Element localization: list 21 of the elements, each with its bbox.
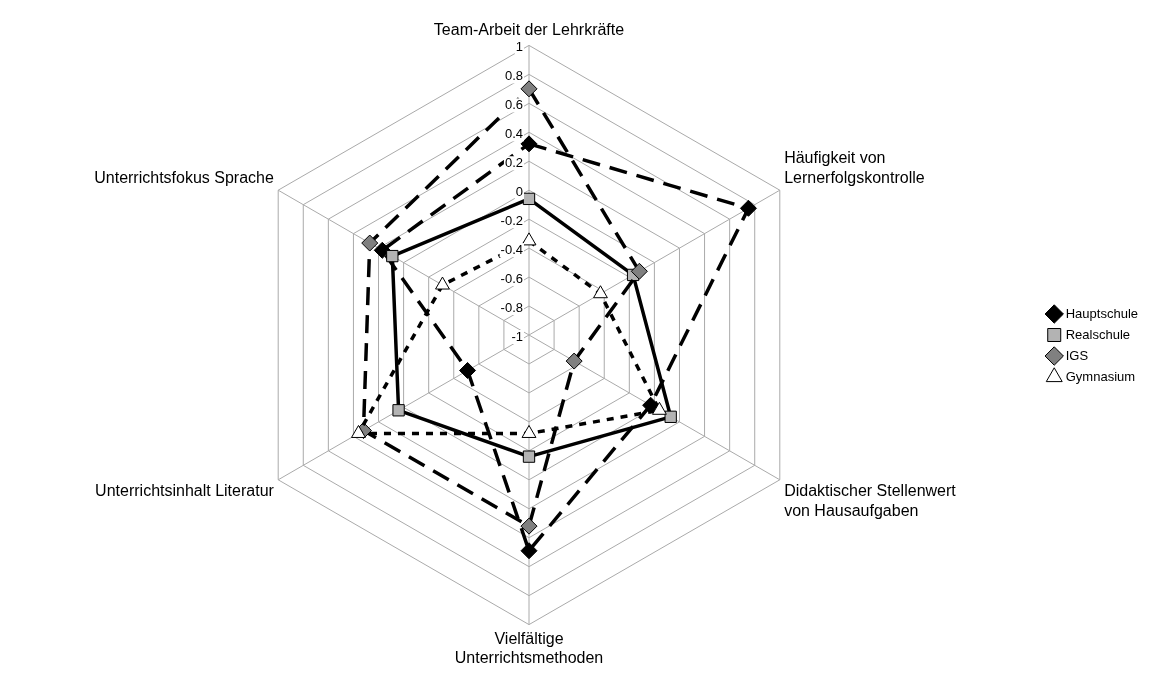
legend-label: Hauptschule bbox=[1065, 305, 1139, 321]
y-tick-label: 0.2 bbox=[504, 154, 523, 170]
y-tick-label: -1 bbox=[511, 328, 523, 344]
legend-label: Realschule bbox=[1065, 326, 1131, 342]
spoke-label: Häufigkeit von Lernerfolgskontrolle bbox=[784, 149, 925, 186]
spoke-label: Vielfältige Unterrichtsmethoden bbox=[454, 629, 604, 666]
legend-label: IGS bbox=[1065, 347, 1089, 363]
y-tick-label: -0.2 bbox=[500, 212, 523, 228]
y-tick-label: -0.4 bbox=[500, 241, 523, 257]
legend-label: Gymnasium bbox=[1065, 368, 1136, 384]
y-tick-label: 0.4 bbox=[504, 125, 523, 141]
y-tick-label: 1 bbox=[515, 38, 523, 54]
y-tick-label: 0.6 bbox=[504, 96, 523, 112]
y-tick-label: -0.8 bbox=[500, 299, 523, 315]
spoke-label: Didaktischer Stellenwert von Hausaufgaben bbox=[784, 482, 957, 519]
y-tick-label: 0.8 bbox=[504, 67, 523, 83]
spoke-label: Unterrichtsfokus Sprache bbox=[94, 168, 274, 186]
y-tick-label: 0 bbox=[515, 183, 523, 199]
y-tick-label: -0.6 bbox=[500, 270, 523, 286]
spoke-label: Team-Arbeit der Lehrkräfte bbox=[433, 21, 625, 39]
spoke-label: Unterrichtsinhalt Literatur bbox=[95, 482, 275, 500]
